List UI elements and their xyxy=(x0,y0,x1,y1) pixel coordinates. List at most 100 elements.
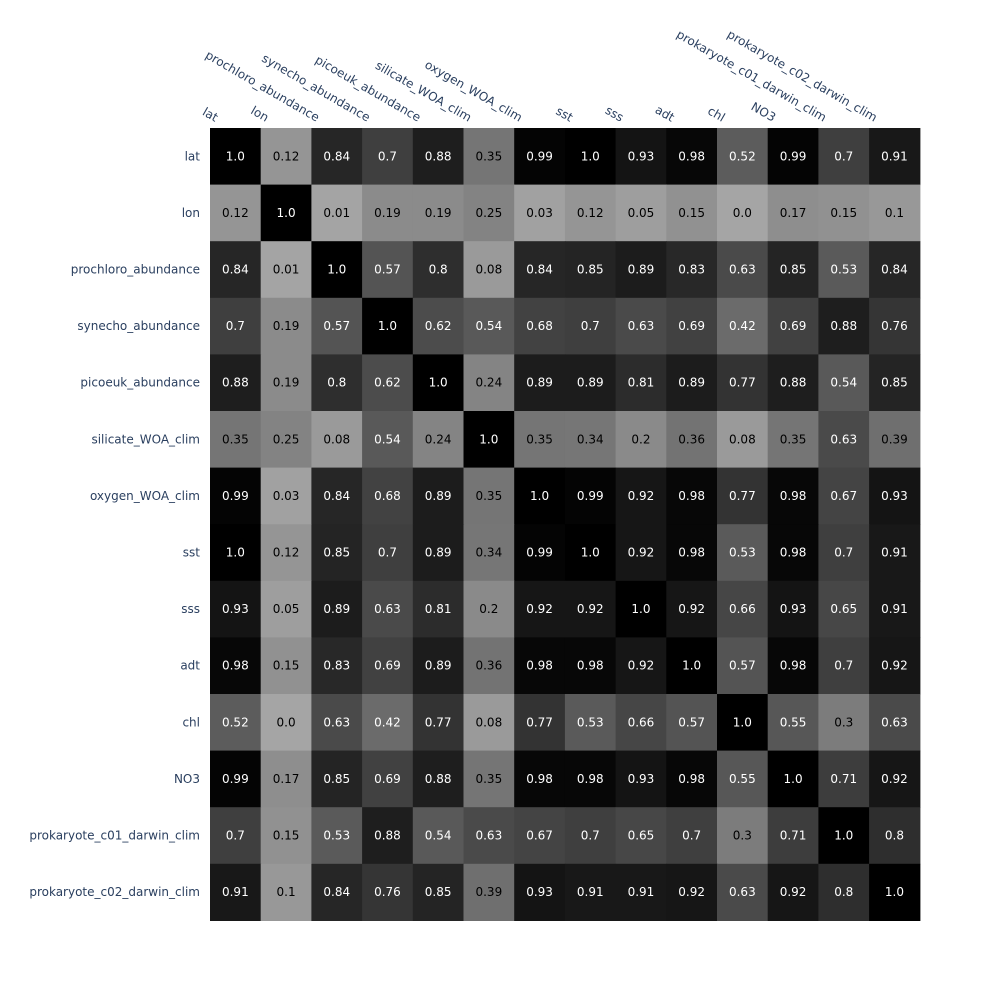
cell-value-label: 0.71 xyxy=(830,772,857,786)
cell-value-label: 0.93 xyxy=(222,602,249,616)
cell-value-label: 0.63 xyxy=(628,319,655,333)
cell-value-label: 0.89 xyxy=(425,489,452,503)
row-labels: lat lon prochloro_abundance synecho_abundan… xyxy=(29,149,200,899)
cell-value-label: 0.7 xyxy=(378,546,397,560)
heatmap-cell xyxy=(869,637,921,695)
cell-value-label: 0.34 xyxy=(577,432,604,446)
cell-value-label: 0.65 xyxy=(830,602,857,616)
cell-value-label: 0.69 xyxy=(678,319,705,333)
cell-value-label: 0.54 xyxy=(830,376,857,390)
cell-value-label: 0.71 xyxy=(780,829,807,843)
cell-value-label: 1.0 xyxy=(530,489,549,503)
heatmap-cell xyxy=(666,467,718,525)
cell-value-label: 0.88 xyxy=(222,376,249,390)
cell-value-label: 0.91 xyxy=(881,546,908,560)
heatmap-cell xyxy=(767,241,819,299)
cell-value-label: 0.8 xyxy=(327,376,346,390)
heatmap-cell xyxy=(311,354,363,412)
heatmap-cell xyxy=(564,637,617,695)
row-label: synecho_abundance xyxy=(77,319,200,333)
heatmap-cell xyxy=(666,184,718,242)
heatmap-cell xyxy=(463,411,515,469)
cell-value-label: 0.93 xyxy=(628,772,655,786)
heatmap-cell xyxy=(717,524,769,582)
heatmap-cell xyxy=(666,524,718,582)
heatmap-cell xyxy=(362,411,414,469)
heatmap-cell xyxy=(210,297,262,355)
cell-value-label: 0.54 xyxy=(425,829,452,843)
cell-value-label: 0.89 xyxy=(526,376,553,390)
heatmap-cell xyxy=(869,184,921,242)
heatmap-cell xyxy=(869,694,921,752)
heatmap-cell xyxy=(514,863,566,921)
heatmap-cell xyxy=(615,750,667,808)
cell-value-label: 0.77 xyxy=(729,489,756,503)
heatmap-cell xyxy=(564,411,617,469)
cell-value-label: 0.42 xyxy=(374,715,401,729)
heatmap-cell xyxy=(260,694,312,752)
cell-value-label: 0.36 xyxy=(475,659,502,673)
cell-value-label: 0.66 xyxy=(628,715,655,729)
heatmap-cell xyxy=(666,694,718,752)
heatmap-cell xyxy=(717,580,769,638)
heatmap-cell xyxy=(514,637,566,695)
heatmap-cell xyxy=(514,694,566,752)
row-label: prokaryote_c02_darwin_clim xyxy=(29,885,200,899)
heatmap-cell xyxy=(412,580,465,638)
cell-value-label: 0.93 xyxy=(628,149,655,163)
cell-value-label: 0.85 xyxy=(323,772,350,786)
cell-value-label: 1.0 xyxy=(682,659,701,673)
cell-value-label: 1.0 xyxy=(327,263,346,277)
cell-value-label: 1.0 xyxy=(784,772,803,786)
cell-value-label: 1.0 xyxy=(226,546,245,560)
cell-value-label: 0.39 xyxy=(475,885,502,899)
heatmap-cell xyxy=(260,297,312,355)
cell-value-label: 0.3 xyxy=(733,829,752,843)
heatmap-cell xyxy=(463,184,515,242)
cell-value-label: 0.42 xyxy=(729,319,756,333)
heatmap-cell xyxy=(463,750,515,808)
cell-value-label: 0.84 xyxy=(323,885,350,899)
heatmap-cell xyxy=(666,750,718,808)
cell-value-label: 0.08 xyxy=(323,432,350,446)
heatmap-cell xyxy=(564,580,617,638)
column-label: chl xyxy=(705,104,727,125)
heatmap-cell xyxy=(412,297,465,355)
cell-value-label: 0.91 xyxy=(222,885,249,899)
cell-value-label: 0.24 xyxy=(425,432,452,446)
cell-value-label: 0.53 xyxy=(577,715,604,729)
cell-value-label: 0.1 xyxy=(277,885,296,899)
heatmap-cell xyxy=(210,863,262,921)
heatmap-cell xyxy=(514,750,566,808)
heatmap-cell xyxy=(717,411,769,469)
heatmap-cell xyxy=(615,637,667,695)
heatmap-cell xyxy=(818,750,870,808)
cell-value-label: 0.84 xyxy=(526,263,553,277)
heatmap-cell xyxy=(311,637,363,695)
cell-value-label: 0.05 xyxy=(628,206,655,220)
heatmap-cell xyxy=(260,807,312,865)
heatmap-cell xyxy=(362,128,414,186)
cell-value-label: 0.8 xyxy=(429,263,448,277)
heatmap-cell xyxy=(666,128,718,186)
cell-value-label: 0.84 xyxy=(222,263,249,277)
cell-value-label: 0.88 xyxy=(425,149,452,163)
cell-value-label: 0.12 xyxy=(273,546,300,560)
cell-value-label: 0.15 xyxy=(830,206,857,220)
cell-value-label: 0.83 xyxy=(323,659,350,673)
cell-value-label: 0.98 xyxy=(678,489,705,503)
cell-value-label: 0.92 xyxy=(881,659,908,673)
cell-value-label: 0.8 xyxy=(885,829,904,843)
cell-value-label: 0.93 xyxy=(526,885,553,899)
row-label: lon xyxy=(182,206,200,220)
row-label: prochloro_abundance xyxy=(71,263,200,277)
cell-value-label: 0.39 xyxy=(881,432,908,446)
cell-value-label: 0.85 xyxy=(881,376,908,390)
heatmap-cell xyxy=(210,241,262,299)
cell-value-label: 0.25 xyxy=(475,206,502,220)
cell-value-label: 0.67 xyxy=(526,829,553,843)
heatmap-cell xyxy=(210,184,262,242)
cell-value-label: 1.0 xyxy=(479,432,498,446)
cell-value-label: 0.53 xyxy=(830,263,857,277)
heatmap-cell xyxy=(210,750,262,808)
